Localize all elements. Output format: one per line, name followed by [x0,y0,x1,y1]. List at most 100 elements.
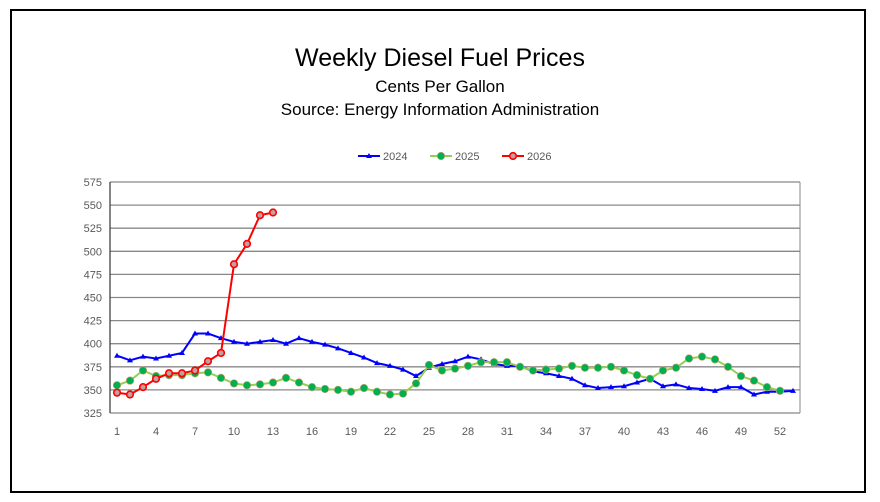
data-point [361,354,367,360]
data-point [114,352,120,358]
data-point [190,366,200,375]
data-point [216,348,226,358]
legend-item-2025: 2025 [430,151,479,163]
data-point [112,388,122,397]
data-point [508,151,518,161]
data-point [738,384,744,390]
y-tick-label: 525 [84,223,102,235]
data-point [229,260,239,269]
data-point [366,153,372,158]
data-point [515,362,525,371]
legend-label: 2024 [383,151,407,163]
data-point [541,365,551,374]
data-point [463,361,473,370]
data-point [127,357,133,363]
data-point [775,386,785,395]
chart-title: Weekly Diesel Fuel Prices [295,44,585,72]
data-point [606,362,616,371]
y-tick-label: 450 [84,293,102,305]
data-point [528,366,538,375]
data-point [192,330,198,336]
data-point [632,371,642,380]
data-point [450,364,460,373]
data-point [452,358,458,364]
y-tick-label: 575 [84,177,102,189]
data-point [671,363,681,372]
data-point [270,337,276,343]
chart-frame [10,9,866,493]
series-2024 [114,330,796,397]
x-tick-label: 22 [384,426,396,438]
data-point [307,383,317,392]
x-tick-label: 43 [657,426,669,438]
x-tick-label: 37 [579,426,591,438]
y-tick-label: 375 [84,362,102,374]
x-tick-label: 40 [618,426,630,438]
y-tick-label: 475 [84,269,102,281]
data-point [790,387,796,393]
data-point [465,353,471,359]
data-point [762,383,772,392]
data-point [712,387,718,393]
data-point [296,335,302,341]
series-2025 [112,352,785,399]
data-point [242,239,252,249]
data-point [608,384,614,390]
data-point [736,371,746,381]
data-point [411,379,421,388]
data-point [138,366,148,375]
data-point [686,385,692,391]
x-tick-label: 10 [228,426,240,438]
y-tick-label: 400 [84,339,102,351]
data-point [400,366,406,372]
data-point [216,373,226,382]
data-point [374,360,380,366]
y-tick-label: 425 [84,316,102,328]
data-point [309,338,315,344]
x-tick-label: 28 [462,426,474,438]
data-point [710,355,720,364]
data-point [489,358,499,367]
x-tick-label: 7 [192,426,198,438]
data-point [179,349,185,355]
data-point [257,338,263,344]
data-point [281,373,291,382]
data-point [151,374,161,383]
x-tick-label: 34 [540,426,552,438]
legend-item-2026: 2026 [502,151,551,163]
data-point [554,364,564,373]
x-tick-label: 46 [696,426,708,438]
data-point [645,374,655,383]
x-tick-label: 52 [774,426,786,438]
data-point [242,381,252,390]
data-point [751,391,757,397]
x-tick-label: 19 [345,426,357,438]
y-tick-label: 550 [84,200,102,212]
data-point [268,208,278,217]
data-point [684,354,694,363]
data-point [229,379,239,388]
data-point [255,380,265,389]
data-point [569,375,575,381]
chart-subtitle-source: Source: Energy Information Administratio… [280,100,600,119]
data-point [556,373,562,379]
data-point [582,382,588,388]
x-tick-label: 49 [735,426,747,438]
series-line [116,355,781,396]
data-point [424,360,434,370]
data-point [749,376,759,385]
data-point [320,384,330,394]
data-point [580,363,590,372]
data-point [621,383,627,389]
x-tick-label: 1 [114,426,120,438]
data-point [725,384,731,390]
data-point [595,385,601,391]
data-point [502,358,512,367]
data-point [476,358,486,367]
data-point [335,345,341,351]
data-point [255,211,265,220]
x-tick-label: 4 [153,426,159,438]
data-point [413,373,419,379]
data-point [385,390,395,399]
